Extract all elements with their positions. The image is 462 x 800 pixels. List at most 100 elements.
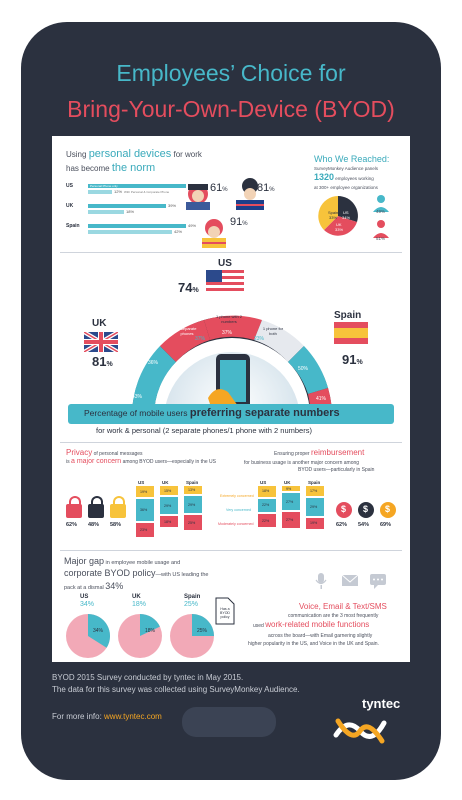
stack-segment [184, 486, 202, 494]
tyntec-brand: tyntec [362, 696, 401, 711]
arc-label-one-phone: 1 phone with 2 numbers [215, 314, 243, 324]
banner-emphasis: preferring separate numbers [189, 407, 340, 419]
privacy-heading: Privacy of personal messages [66, 448, 143, 457]
bar-personal-corporate [88, 210, 124, 214]
us-pct: 74% [178, 280, 199, 295]
comm-line1: communication are the 3 most frequently [288, 613, 379, 619]
banner-subtitle: for work & personal (2 separate phones/1… [96, 426, 312, 435]
stack-segment [136, 486, 154, 498]
stack-segment [306, 498, 324, 516]
legend-extremely: Extremely concerned [220, 494, 254, 498]
lock-icon [91, 496, 103, 506]
lock-icon [69, 496, 81, 506]
lock-pct: 62% [66, 522, 78, 528]
spain-arc-teal [288, 346, 328, 394]
reimbursement-heading: Ensuring proper reimbursement [274, 448, 365, 457]
arc-value-uk-teal: 43% [132, 394, 143, 400]
bar-personal-corporate-pct: 42% [174, 229, 183, 234]
divider-2 [60, 442, 402, 443]
more-info: For more info: www.tyntec.com [52, 712, 162, 721]
us-flag-icon [206, 270, 244, 292]
arc-value-uk-red: 36% [148, 360, 159, 366]
gap-line3: pack at a dismal 34% [64, 581, 124, 591]
stack-segment-value: 29% [164, 503, 172, 508]
tyntec-link[interactable]: www.tyntec.com [104, 712, 162, 721]
stack-segment-value: 25% [188, 520, 196, 525]
spain-norm-pct: 91% [230, 216, 248, 228]
microphone-icon [315, 573, 327, 589]
stack-segment-value: 9% [286, 486, 292, 491]
stack-header: UK [162, 480, 169, 485]
pie-pct: 18% [132, 601, 147, 608]
stack-segment [258, 486, 276, 497]
spain-pct: 91% [342, 352, 363, 367]
coin-pct: 69% [380, 522, 392, 528]
arc-label-two-phones: 2 separate phones [177, 326, 197, 336]
arc-value-spain-red: 41% [316, 396, 327, 402]
avatar-group [186, 178, 264, 248]
envelope-icon [341, 574, 359, 586]
home-button[interactable] [182, 707, 276, 737]
reached-count-tail: employees working [335, 176, 374, 181]
pie-slice-label: 25% [197, 628, 208, 634]
coin-icon [358, 502, 374, 518]
stack-segment [136, 499, 154, 521]
stack-segment-value: 27% [286, 517, 294, 522]
uk-flag-icon [84, 332, 118, 352]
us-norm-pct: 61% [210, 182, 228, 194]
policy-pie: 25% [170, 614, 214, 658]
section-personal-devices: Using personal devices for work has beco… [52, 136, 410, 252]
us-arc-red [204, 315, 262, 340]
chat-bubble-icon [370, 574, 386, 589]
reached-count-line: 1320 employees working [314, 172, 374, 182]
arc-label-both: 1 phone for both [262, 326, 284, 336]
section1-heading-2: has become the norm [66, 162, 155, 174]
coin-icon [336, 502, 352, 518]
bar-personal-corporate [88, 230, 172, 234]
country-label: UK [66, 203, 74, 209]
coin-dollar-icon: $ [341, 504, 347, 514]
coin-pct: 54% [358, 522, 370, 528]
spain-avatar [202, 219, 226, 248]
reached-sub2: at 300+ employee organizations [314, 185, 378, 190]
policy-document-label: Has a BYOD policy [220, 607, 230, 619]
coin-pct: 62% [336, 522, 348, 528]
stack-segment-value: 36% [140, 508, 148, 513]
title-line-1: Employees’ Choice for [116, 60, 346, 86]
pie-slice-label: 34% [93, 628, 104, 634]
stack-segment [306, 517, 324, 529]
communication-icons [315, 573, 386, 589]
heading2-emphasis: the norm [111, 162, 156, 174]
svg-text:34%: 34% [342, 215, 350, 220]
bar-personal-only-pct: 39% [168, 203, 177, 208]
female-pct: 51% [376, 236, 386, 241]
female-icon [373, 220, 389, 238]
stack-segment [136, 523, 154, 537]
phone-screen: Using personal devices for work has beco… [52, 136, 410, 662]
arc-value-us-2: 37% [222, 330, 233, 336]
policy-pie: 18% [118, 614, 162, 658]
us-avatar [186, 184, 210, 210]
stack-segment-value: 29% [310, 504, 318, 509]
comm-line2: used work-related mobile functions [253, 620, 370, 629]
country-label: Spain [66, 223, 80, 229]
male-icon [373, 195, 389, 212]
comm-line4: higher popularity in the US, and Voice i… [248, 641, 379, 647]
coin-dollar-icon: $ [385, 504, 391, 514]
stack-segment [282, 486, 300, 492]
uk-norm-pct: 81% [257, 182, 275, 194]
bar-personal-only-pct: 49% [188, 223, 197, 228]
stack-segment-value: 22% [262, 518, 270, 523]
pie-slice-policy [88, 614, 111, 648]
lock-pct: 58% [110, 522, 122, 528]
comm-title: Voice, Email & Text/SMS [299, 602, 387, 611]
reached-pie: Spain 33% US 34% UK 33% [318, 196, 358, 236]
pie-slice-policy [192, 614, 214, 636]
section1-heading: Using personal devices for work [66, 148, 202, 160]
spain-label: Spain [334, 310, 362, 321]
heading-text: Using [66, 150, 89, 159]
stack-header: US [260, 480, 267, 485]
svg-text:33%: 33% [335, 227, 343, 232]
uk-avatar [236, 178, 264, 210]
stack-segment [184, 515, 202, 531]
